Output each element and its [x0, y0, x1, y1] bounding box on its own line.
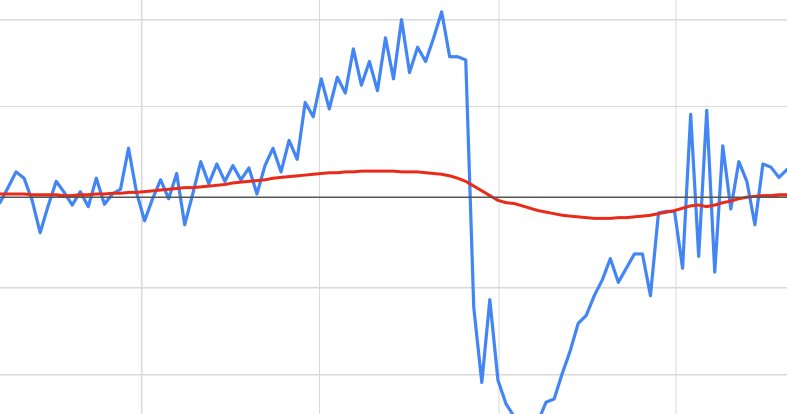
- series-path-1: [0, 10, 787, 414]
- horizontal-gridlines: [0, 19, 787, 376]
- series-group: [0, 10, 787, 414]
- series-path-2: [0, 169, 787, 220]
